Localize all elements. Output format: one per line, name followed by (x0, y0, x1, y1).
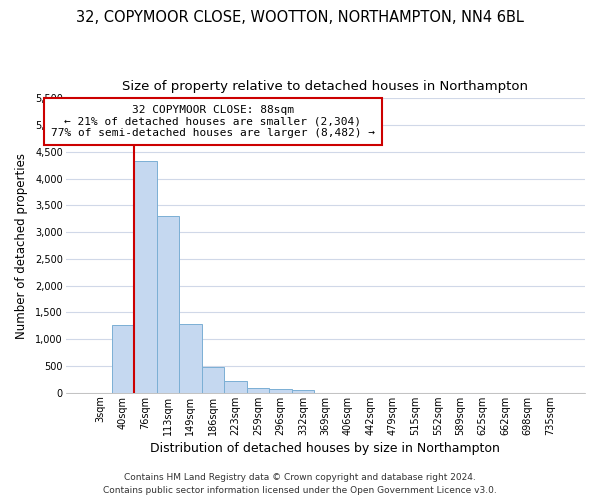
Bar (202, 366, 224, 393)
Bar (179, 324, 202, 393)
Bar (269, 389, 292, 393)
Bar (247, 388, 269, 393)
Title: Size of property relative to detached houses in Northampton: Size of property relative to detached ho… (122, 80, 528, 93)
Bar (157, 216, 179, 393)
Bar (112, 325, 134, 393)
Text: Contains HM Land Registry data © Crown copyright and database right 2024.
Contai: Contains HM Land Registry data © Crown c… (103, 474, 497, 495)
Bar (134, 161, 157, 393)
Bar (224, 381, 247, 393)
Y-axis label: Number of detached properties: Number of detached properties (15, 152, 28, 338)
Text: 32, COPYMOOR CLOSE, WOOTTON, NORTHAMPTON, NN4 6BL: 32, COPYMOOR CLOSE, WOOTTON, NORTHAMPTON… (76, 10, 524, 25)
Text: 32 COPYMOOR CLOSE: 88sqm
← 21% of detached houses are smaller (2,304)
77% of sem: 32 COPYMOOR CLOSE: 88sqm ← 21% of detach… (51, 105, 375, 138)
Bar (292, 390, 314, 393)
X-axis label: Distribution of detached houses by size in Northampton: Distribution of detached houses by size … (151, 442, 500, 455)
